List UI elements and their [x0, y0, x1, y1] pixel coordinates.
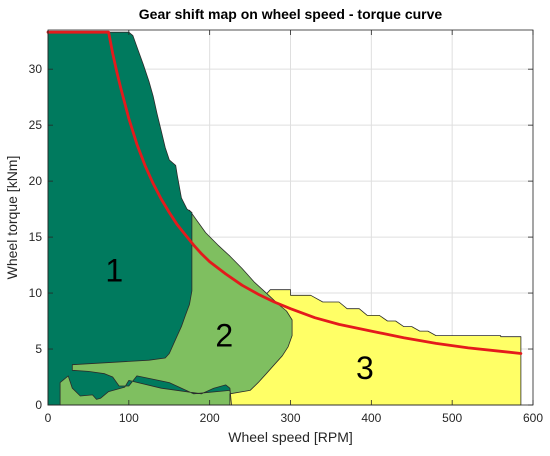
x-tick-label: 500	[442, 411, 462, 425]
x-axis-label: Wheel speed [RPM]	[228, 429, 353, 445]
x-tick-label: 300	[280, 411, 300, 425]
x-tick-label: 200	[200, 411, 220, 425]
y-tick-label: 0	[35, 398, 42, 412]
gear-3-label: 3	[356, 350, 374, 386]
x-tick-label: 600	[523, 411, 543, 425]
gear-region-layer	[47, 31, 522, 406]
chart-title: Gear shift map on wheel speed - torque c…	[139, 6, 443, 22]
torque-curve-layer	[46, 30, 523, 355]
gear-1-region	[47, 31, 232, 406]
y-axis-label: Wheel torque [kNm]	[4, 156, 20, 280]
gear-2-label: 2	[215, 318, 233, 354]
y-tick-label: 30	[29, 62, 43, 76]
x-tick-label: 400	[361, 411, 381, 425]
y-tick-label: 25	[29, 118, 43, 132]
y-tick-label: 10	[29, 286, 43, 300]
gear-label-layer: 3 2 1	[105, 253, 373, 386]
x-tick-label: 100	[119, 411, 139, 425]
y-tick-label: 15	[29, 230, 43, 244]
tick-layer: 0 100 200 300 400 500 600 0 5 10 15 20 25 30	[29, 30, 543, 425]
gear-1-label: 1	[105, 253, 123, 289]
y-tick-label: 5	[35, 342, 42, 356]
y-tick-label: 20	[29, 174, 43, 188]
max-torque-curve	[46, 30, 523, 355]
x-tick-label: 0	[45, 411, 52, 425]
